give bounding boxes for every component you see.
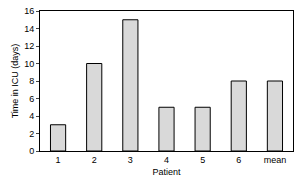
svg-text:6: 6 [236,155,241,165]
svg-text:5: 5 [200,155,205,165]
svg-text:4: 4 [164,155,169,165]
svg-text:4: 4 [29,111,34,121]
svg-text:1: 1 [56,155,61,165]
svg-text:3: 3 [128,155,133,165]
svg-text:mean: mean [264,155,287,165]
svg-text:6: 6 [29,94,34,104]
svg-text:12: 12 [24,41,34,51]
svg-text:Patient: Patient [152,167,181,177]
svg-text:Time in ICU (days): Time in ICU (days) [10,44,20,119]
svg-text:2: 2 [29,129,34,139]
svg-text:16: 16 [24,6,34,16]
svg-text:0: 0 [29,146,34,156]
svg-text:10: 10 [24,59,34,69]
svg-text:2: 2 [92,155,97,165]
svg-text:8: 8 [29,76,34,86]
svg-text:14: 14 [24,24,34,34]
